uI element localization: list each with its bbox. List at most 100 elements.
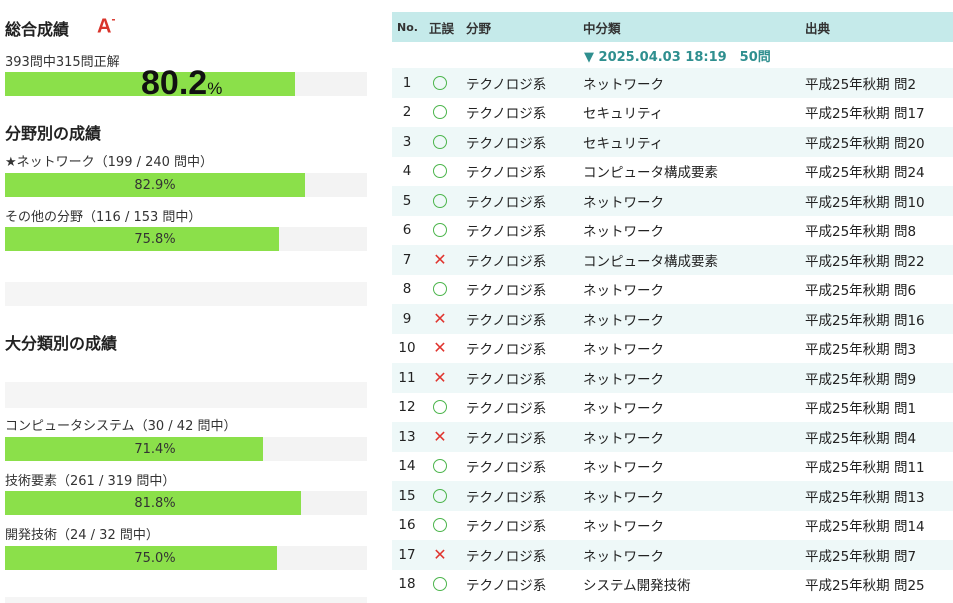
row-source[interactable]: 平成25年秋期 問17	[805, 106, 925, 123]
row-source[interactable]: 平成25年秋期 問14	[805, 519, 925, 536]
header-no: No.	[397, 20, 418, 34]
empty-strip	[5, 382, 367, 408]
row-number: 10	[398, 340, 416, 357]
row-number: 12	[398, 399, 416, 416]
row-field: テクノロジ系	[466, 194, 547, 211]
table-row[interactable]: 11 ✕ テクノロジ系 ネットワーク 平成25年秋期 問9	[392, 363, 953, 393]
row-source[interactable]: 平成25年秋期 問7	[805, 548, 917, 565]
row-number: 6	[402, 222, 412, 239]
field-percent: 75.8%	[134, 231, 176, 247]
overall-subtitle: 393問中315問正解	[5, 55, 120, 70]
row-source[interactable]: 平成25年秋期 問3	[805, 342, 917, 359]
row-mid-category: ネットワーク	[583, 371, 664, 388]
table-row[interactable]: 9 ✕ テクノロジ系 ネットワーク 平成25年秋期 問16	[392, 304, 953, 334]
row-source[interactable]: 平成25年秋期 問13	[805, 489, 925, 506]
session-label[interactable]: ▼ 2025.04.03 18:19 50問	[584, 50, 771, 65]
row-mid-category: コンピュータ構成要素	[583, 253, 718, 270]
header-mark: 正誤	[429, 20, 455, 36]
table-row[interactable]: 2 テクノロジ系 セキュリティ 平成25年秋期 問17	[392, 98, 953, 128]
row-field: テクノロジ系	[466, 135, 547, 152]
score-panel: 総合成績 A- 393問中315問正解 80.2% 分野別の成績 ★ネットワーク…	[5, 0, 367, 603]
field-section-title: 分野別の成績	[5, 124, 102, 143]
category-label-dev: 開発技術（24 / 32 問中）	[5, 528, 159, 543]
table-row[interactable]: 14 テクノロジ系 ネットワーク 平成25年秋期 問11	[392, 452, 953, 482]
row-mid-category: コンピュータ構成要素	[583, 165, 718, 182]
table-row[interactable]: 15 テクノロジ系 ネットワーク 平成25年秋期 問13	[392, 481, 953, 511]
table-row[interactable]: 17 ✕ テクノロジ系 ネットワーク 平成25年秋期 問7	[392, 540, 953, 570]
circle-icon	[430, 98, 450, 128]
row-source[interactable]: 平成25年秋期 問1	[805, 401, 917, 418]
table-row[interactable]: 1 テクノロジ系 ネットワーク 平成25年秋期 問2	[392, 68, 953, 98]
row-field: テクノロジ系	[466, 548, 547, 565]
table-row[interactable]: 18 テクノロジ系 システム開発技術 平成25年秋期 問25	[392, 570, 953, 600]
row-field: テクノロジ系	[466, 371, 547, 388]
session-header[interactable]: ▼ 2025.04.03 18:19 50問	[392, 42, 953, 68]
row-source[interactable]: 平成25年秋期 問22	[805, 253, 925, 270]
cross-icon: ✕	[433, 308, 447, 328]
row-source[interactable]: 平成25年秋期 問16	[805, 312, 925, 329]
table-row[interactable]: 4 テクノロジ系 コンピュータ構成要素 平成25年秋期 問24	[392, 157, 953, 187]
category-bar-fill	[5, 546, 277, 570]
row-mid-category: ネットワーク	[583, 312, 664, 329]
table-row[interactable]: 13 ✕ テクノロジ系 ネットワーク 平成25年秋期 問4	[392, 422, 953, 452]
row-source[interactable]: 平成25年秋期 問20	[805, 135, 925, 152]
field-bar-fill	[5, 173, 305, 197]
row-source[interactable]: 平成25年秋期 問24	[805, 165, 925, 182]
row-field: テクノロジ系	[466, 519, 547, 536]
row-number: 1	[402, 74, 412, 91]
row-source[interactable]: 平成25年秋期 問2	[805, 76, 917, 93]
circle-icon	[430, 157, 450, 187]
category-bar-dev: 75.0%	[5, 546, 367, 570]
row-source[interactable]: 平成25年秋期 問9	[805, 371, 917, 388]
row-source[interactable]: 平成25年秋期 問6	[805, 283, 917, 300]
row-number: 18	[398, 576, 416, 593]
row-mid-category: システム開発技術	[583, 578, 691, 595]
category-percent: 75.0%	[134, 550, 176, 566]
row-mid-category: ネットワーク	[583, 224, 664, 241]
circle-icon	[430, 68, 450, 98]
overall-percent: 80.2%	[141, 64, 223, 102]
table-row[interactable]: 3 テクノロジ系 セキュリティ 平成25年秋期 問20	[392, 127, 953, 157]
category-section-title: 大分類別の成績	[5, 334, 118, 353]
table-row[interactable]: 5 テクノロジ系 ネットワーク 平成25年秋期 問10	[392, 186, 953, 216]
header-field: 分野	[466, 20, 492, 36]
row-field: テクノロジ系	[466, 76, 547, 93]
header-mid: 中分類	[583, 20, 621, 36]
row-mid-category: ネットワーク	[583, 548, 664, 565]
table-header: No. 正誤 分野 中分類 出典	[392, 12, 953, 42]
row-number: 5	[402, 192, 412, 209]
field-percent: 82.9%	[134, 177, 176, 193]
category-label-computer: コンピュータシステム（30 / 42 問中）	[5, 419, 237, 434]
circle-icon	[430, 216, 450, 246]
row-number: 3	[402, 133, 412, 150]
row-source[interactable]: 平成25年秋期 問10	[805, 194, 925, 211]
row-source[interactable]: 平成25年秋期 問8	[805, 224, 917, 241]
table-row[interactable]: 10 ✕ テクノロジ系 ネットワーク 平成25年秋期 問3	[392, 334, 953, 364]
table-row[interactable]: 7 ✕ テクノロジ系 コンピュータ構成要素 平成25年秋期 問22	[392, 245, 953, 275]
cross-icon: ✕	[433, 367, 447, 387]
table-row[interactable]: 12 テクノロジ系 ネットワーク 平成25年秋期 問1	[392, 393, 953, 423]
empty-strip	[5, 597, 367, 603]
row-source[interactable]: 平成25年秋期 問25	[805, 578, 925, 595]
row-mid-category: ネットワーク	[583, 430, 664, 447]
table-row[interactable]: 6 テクノロジ系 ネットワーク 平成25年秋期 問8	[392, 216, 953, 246]
row-field: テクノロジ系	[466, 312, 547, 329]
row-number: 4	[402, 163, 412, 180]
row-source[interactable]: 平成25年秋期 問11	[805, 460, 925, 477]
field-bar-other: 75.8%	[5, 227, 367, 251]
cross-icon: ✕	[433, 544, 447, 564]
row-mid-category: ネットワーク	[583, 519, 664, 536]
category-bar-tech: 81.8%	[5, 491, 367, 515]
circle-icon	[430, 275, 450, 305]
row-source[interactable]: 平成25年秋期 問4	[805, 430, 917, 447]
row-field: テクノロジ系	[466, 342, 547, 359]
cross-icon: ✕	[433, 249, 447, 269]
table-body: 1 テクノロジ系 ネットワーク 平成25年秋期 問2 2 テクノロジ系 セキュリティ 平成25…	[392, 68, 953, 599]
table-row[interactable]: 8 テクノロジ系 ネットワーク 平成25年秋期 問6	[392, 275, 953, 305]
cross-icon: ✕	[433, 426, 447, 446]
category-percent: 81.8%	[134, 495, 176, 511]
row-mid-category: ネットワーク	[583, 194, 664, 211]
category-bar-fill	[5, 437, 263, 461]
table-row[interactable]: 16 テクノロジ系 ネットワーク 平成25年秋期 問14	[392, 511, 953, 541]
row-field: テクノロジ系	[466, 430, 547, 447]
